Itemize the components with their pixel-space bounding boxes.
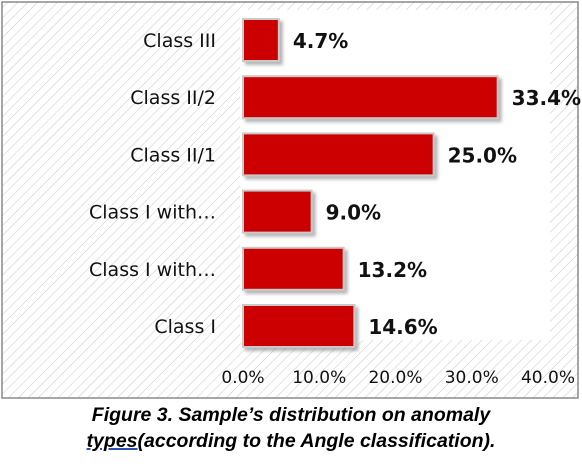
category-label: Class I with… — [89, 259, 216, 281]
bar — [242, 304, 356, 348]
category-label: Class I — [154, 316, 216, 338]
bar — [242, 246, 345, 291]
caption-line-1: Figure 3. Sample’s distribution on anoma… — [91, 404, 491, 426]
data-label: 13.2% — [358, 258, 427, 282]
data-label: 14.6% — [368, 315, 437, 339]
x-tick-label: 20.0% — [368, 368, 422, 388]
data-label: 4.7% — [293, 29, 348, 53]
bar — [242, 75, 499, 120]
x-tick-label: 30.0% — [445, 368, 499, 388]
x-tick-label: 40.0% — [521, 368, 575, 388]
category-label: Class I with… — [89, 202, 216, 224]
caption-line-2: types(according to the Angle classificat… — [0, 428, 582, 454]
data-label: 25.0% — [448, 143, 517, 167]
data-label: 33.4% — [512, 86, 581, 110]
category-label: Class II/1 — [130, 144, 216, 166]
bar-chart: Class I 14.6% Class I with… 13.2% Class I wi… — [1, 1, 581, 399]
caption-line-2-rest: (according to the Angle classification). — [137, 430, 496, 452]
bar — [242, 189, 313, 234]
x-tick-label: 10.0% — [292, 368, 346, 388]
x-tick-label: 0.0% — [221, 368, 264, 388]
figure-caption: Figure 3. Sample’s distribution on anoma… — [0, 402, 582, 454]
category-label: Class III — [143, 30, 216, 52]
bar — [242, 132, 435, 177]
category-label: Class II/2 — [130, 87, 216, 109]
bar — [242, 18, 280, 62]
data-label: 9.0% — [326, 201, 381, 225]
caption-underlined-word: types — [86, 430, 138, 452]
